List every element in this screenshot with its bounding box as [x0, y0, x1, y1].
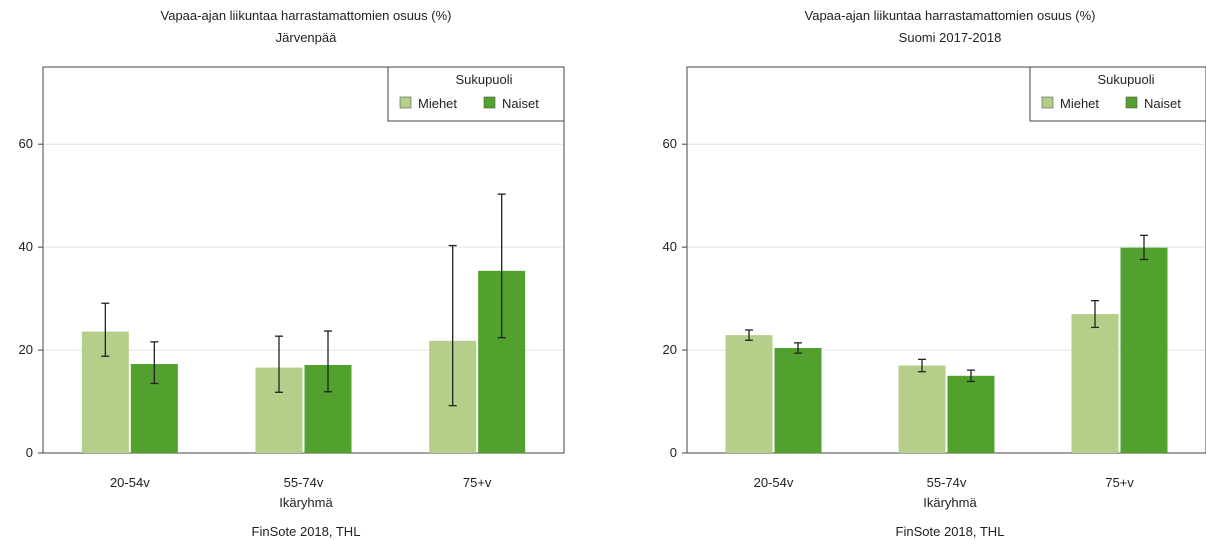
y-tick-label: 60	[663, 136, 677, 151]
bar-miehet	[898, 365, 946, 453]
x-tick-label: 75+v	[463, 475, 492, 490]
legend-box	[1029, 66, 1206, 122]
y-tick-label: 40	[663, 239, 677, 254]
y-tick-label: 20	[663, 342, 677, 357]
chart-title: Vapaa-ajan liikuntaa harrastamattomien o…	[161, 8, 452, 23]
bar-naiset	[947, 375, 995, 453]
error-bar	[1091, 300, 1099, 329]
error-bar	[448, 244, 457, 407]
legend-label-naiset: Naiset	[1144, 96, 1181, 111]
x-tick-label: 55-74v	[927, 475, 967, 490]
y-tick-label: 20	[19, 342, 33, 357]
error-bar	[967, 369, 975, 383]
chart-caption: FinSote 2018, THL	[896, 524, 1005, 539]
legend-title: Sukupuoli	[455, 72, 512, 87]
y-tick-label: 0	[670, 445, 677, 460]
legend-box	[387, 66, 565, 122]
error-bar	[794, 342, 802, 354]
legend: Sukupuoli Miehet Naiset	[387, 66, 565, 122]
error-bar	[918, 358, 926, 373]
plot-frame	[42, 66, 565, 454]
bar-naiset	[774, 348, 822, 453]
chart-panel-1: Vapaa-ajan liikuntaa harrastamattomien o…	[19, 8, 565, 539]
error-bar	[150, 341, 159, 385]
chart-panel-2: Vapaa-ajan liikuntaa harrastamattomien o…	[663, 8, 1206, 539]
x-tick-label: 75+v	[1105, 475, 1134, 490]
legend-swatch-naiset	[1125, 96, 1138, 109]
bar-miehet	[725, 335, 773, 453]
x-tick-label: 55-74v	[284, 475, 324, 490]
bar-naiset	[1120, 247, 1168, 453]
chart-caption: FinSote 2018, THL	[252, 524, 361, 539]
y-tick-label: 40	[19, 239, 33, 254]
legend-title: Sukupuoli	[1097, 72, 1154, 87]
x-tick-label: 20-54v	[754, 475, 794, 490]
error-bar	[745, 329, 753, 341]
legend-swatch-naiset	[483, 96, 496, 109]
chart-title: Vapaa-ajan liikuntaa harrastamattomien o…	[805, 8, 1096, 23]
chart-subtitle: Järvenpää	[276, 30, 337, 45]
x-axis-label: Ikäryhmä	[923, 495, 977, 510]
error-bar	[1140, 234, 1148, 261]
plot-frame	[686, 66, 1206, 454]
legend-swatch-miehet	[1041, 96, 1054, 109]
legend-label-miehet: Miehet	[1060, 96, 1099, 111]
x-tick-label: 20-54v	[110, 475, 150, 490]
error-bar	[275, 335, 283, 393]
chart-subtitle: Suomi 2017-2018	[899, 30, 1002, 45]
legend-label-naiset: Naiset	[502, 96, 539, 111]
error-bar	[324, 330, 332, 393]
legend: Sukupuoli Miehet Naiset	[1029, 66, 1206, 122]
x-axis-label: Ikäryhmä	[279, 495, 333, 510]
y-tick-label: 0	[26, 445, 33, 460]
error-bar	[101, 302, 110, 357]
y-tick-label: 60	[19, 136, 33, 151]
legend-swatch-miehet	[399, 96, 412, 109]
error-bar	[497, 193, 506, 339]
legend-label-miehet: Miehet	[418, 96, 457, 111]
bar-miehet	[1071, 314, 1119, 453]
